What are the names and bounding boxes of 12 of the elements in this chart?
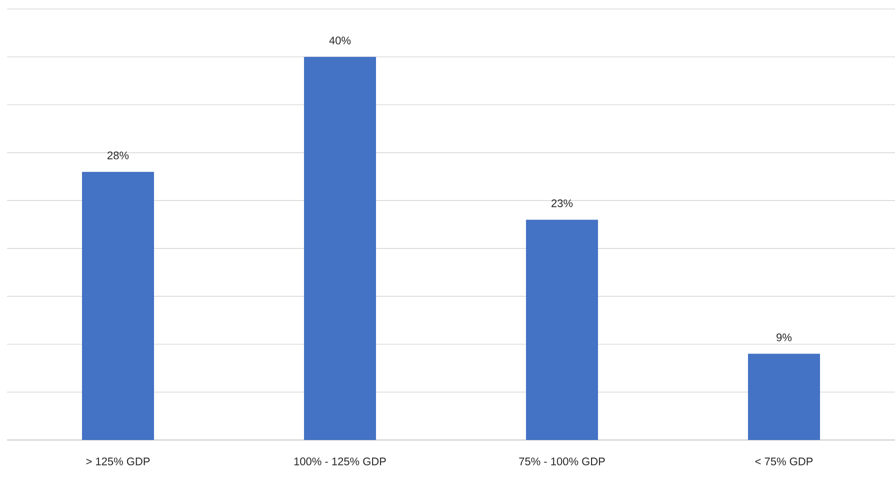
x-tick-label: 100% - 125% GDP (294, 458, 386, 466)
data-label: 28% (108, 152, 129, 160)
bar (748, 354, 820, 440)
x-tick-label: > 125% GDP (86, 458, 150, 466)
data-label: 23% (552, 199, 573, 208)
bar (82, 172, 154, 440)
data-label: 40% (329, 36, 351, 44)
x-tick-label: < 75% GDP (755, 458, 813, 466)
x-tick-label: 75% - 100% GDP (519, 458, 605, 466)
bar (304, 56, 376, 440)
bar (526, 220, 598, 440)
data-label: 9% (776, 333, 792, 342)
